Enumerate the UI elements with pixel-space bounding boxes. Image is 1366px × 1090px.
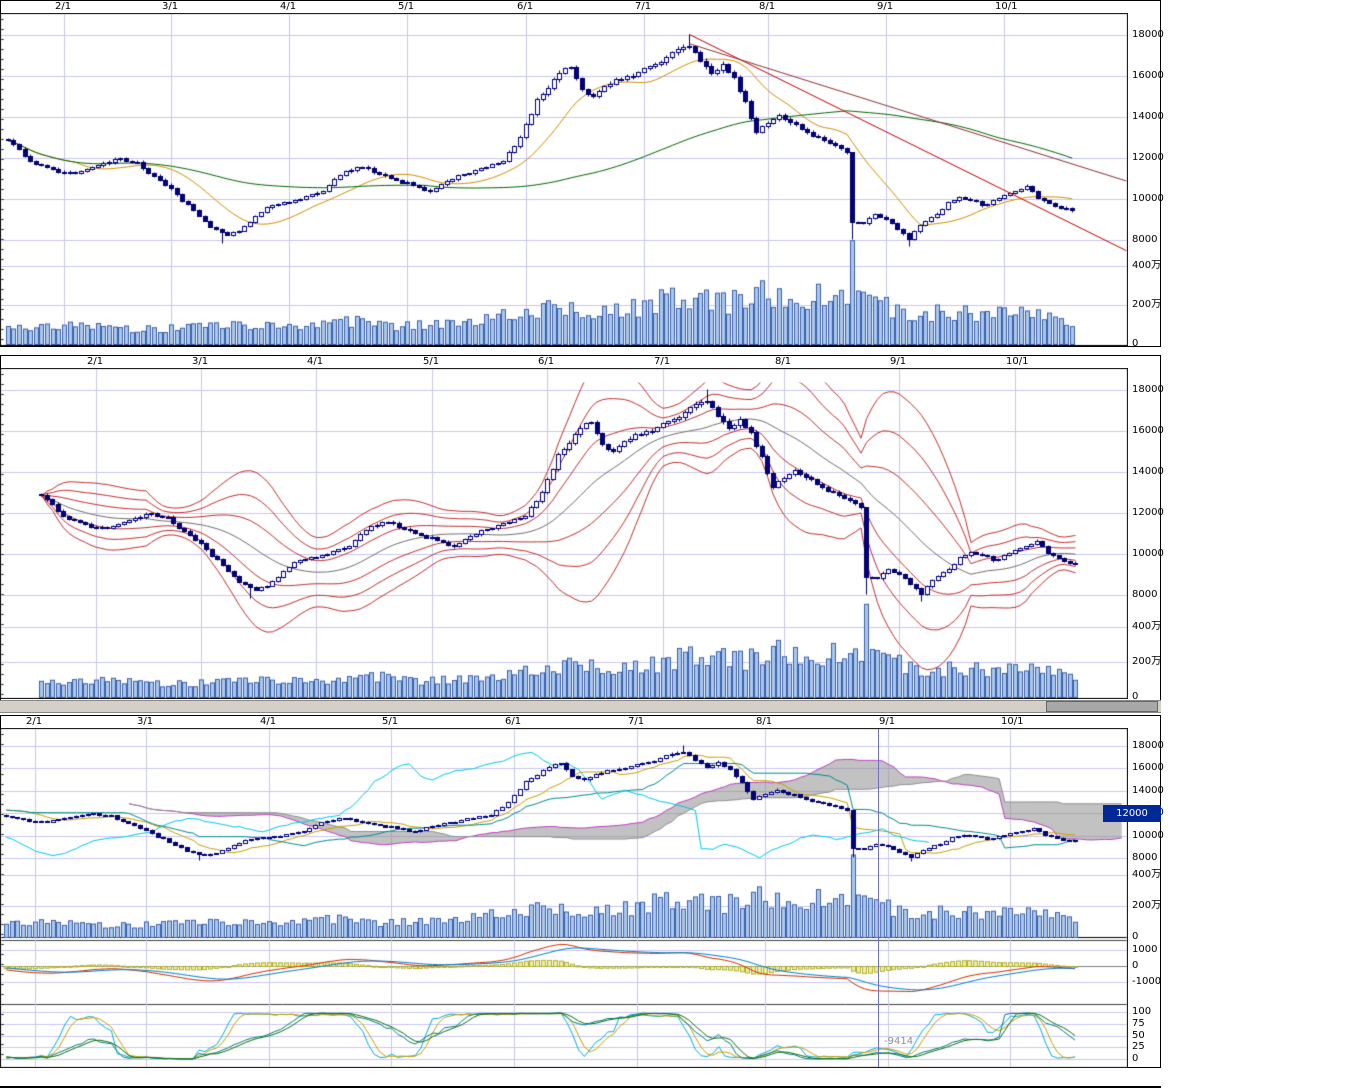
volume-tick-label: 200万 xyxy=(1132,299,1162,310)
macd-tick-label: 1000 xyxy=(1132,944,1158,955)
chart-cursor-line xyxy=(878,729,879,1067)
x-tick-label-3-1: 3/1 xyxy=(137,716,154,727)
x-tick-label-2-1: 2/1 xyxy=(87,356,104,367)
price-chart-canvas-moving-averages[interactable] xyxy=(0,13,1128,346)
price-tick-label-16000: 16000 xyxy=(1132,70,1164,81)
volume-tick-label: 400万 xyxy=(1132,260,1162,271)
oscillator-tick-label: 100 xyxy=(1132,1006,1152,1017)
price-tick-label-8000: 8000 xyxy=(1132,852,1158,863)
x-tick-label-3-1: 3/1 xyxy=(192,356,209,367)
horizontal-scrollbar-track[interactable] xyxy=(0,700,1161,713)
x-tick-label-2-1: 2/1 xyxy=(26,716,43,727)
horizontal-scrollbar-thumb[interactable] xyxy=(1046,701,1158,712)
price-chart-canvas-bollinger[interactable] xyxy=(0,368,1128,699)
x-tick-label-8-1: 8/1 xyxy=(759,1,776,12)
volume-tick-label: 400万 xyxy=(1132,621,1162,632)
volume-tick-label: 0 xyxy=(1132,338,1139,349)
volume-tick-label: 200万 xyxy=(1132,656,1162,667)
window-bottom-edge xyxy=(0,1086,1161,1088)
price-tick-label-10000: 10000 xyxy=(1132,548,1164,559)
price-tick-label-18000: 18000 xyxy=(1132,29,1164,40)
price-tick-label-12000: 12000 xyxy=(1132,152,1164,163)
current-price-marker: 12000 xyxy=(1103,805,1161,822)
x-tick-label-9-1: 9/1 xyxy=(879,716,896,727)
x-tick-label-4-1: 4/1 xyxy=(307,356,324,367)
macd-tick-label: 0 xyxy=(1132,960,1139,971)
price-tick-label-18000: 18000 xyxy=(1132,740,1164,751)
price-chart-canvas-ichimoku[interactable] xyxy=(0,728,1128,1068)
price-tick-label-8000: 8000 xyxy=(1132,234,1158,245)
x-tick-label-9-1: 9/1 xyxy=(890,356,907,367)
price-tick-label-10000: 10000 xyxy=(1132,829,1164,841)
volume-tick-label: 400万 xyxy=(1132,869,1162,880)
oscillator-tick-label: 0 xyxy=(1132,1053,1139,1064)
price-tick-label-8000: 8000 xyxy=(1132,589,1158,600)
cursor-value-readout: -9414 xyxy=(884,1036,914,1047)
x-tick-label-10-1: 10/1 xyxy=(1001,716,1024,727)
x-tick-label-8-1: 8/1 xyxy=(775,356,792,367)
x-tick-label-6-1: 6/1 xyxy=(538,356,555,367)
oscillator-tick-label: 50 xyxy=(1132,1029,1145,1041)
macd-tick-label: -1000 xyxy=(1132,976,1162,987)
x-tick-label-6-1: 6/1 xyxy=(517,1,534,12)
price-tick-label-14000: 14000 xyxy=(1132,466,1164,477)
x-tick-label-8-1: 8/1 xyxy=(756,716,773,727)
x-tick-label-5-1: 5/1 xyxy=(382,716,399,727)
current-price-label: 12000 xyxy=(1116,808,1148,819)
price-tick-label-16000: 16000 xyxy=(1132,425,1164,436)
x-tick-label-2-1: 2/1 xyxy=(55,1,72,12)
x-tick-label-7-1: 7/1 xyxy=(628,716,645,727)
price-tick-label-12000: 12000 xyxy=(1132,507,1164,518)
volume-tick-label: 0 xyxy=(1132,691,1139,702)
x-tick-label-4-1: 4/1 xyxy=(260,716,277,727)
price-tick-label-14000: 14000 xyxy=(1132,111,1164,122)
volume-tick-label: 200万 xyxy=(1132,900,1162,911)
x-tick-label-10-1: 10/1 xyxy=(995,1,1018,12)
oscillator-tick-label: 75 xyxy=(1132,1017,1145,1029)
x-tick-label-6-1: 6/1 xyxy=(505,716,522,727)
x-tick-label-10-1: 10/1 xyxy=(1006,356,1029,367)
price-tick-label-14000: 14000 xyxy=(1132,784,1164,796)
price-tick-label-18000: 18000 xyxy=(1132,384,1164,395)
oscillator-tick-label: 25 xyxy=(1132,1041,1145,1053)
x-tick-label-9-1: 9/1 xyxy=(877,1,894,12)
x-tick-label-5-1: 5/1 xyxy=(398,1,415,12)
x-tick-label-4-1: 4/1 xyxy=(280,1,297,12)
volume-tick-label: 0 xyxy=(1132,931,1139,942)
price-tick-label-16000: 16000 xyxy=(1132,762,1164,774)
x-tick-label-7-1: 7/1 xyxy=(635,1,652,12)
x-tick-label-3-1: 3/1 xyxy=(162,1,179,12)
price-tick-label-10000: 10000 xyxy=(1132,193,1164,204)
x-tick-label-7-1: 7/1 xyxy=(654,356,671,367)
x-tick-label-5-1: 5/1 xyxy=(423,356,440,367)
